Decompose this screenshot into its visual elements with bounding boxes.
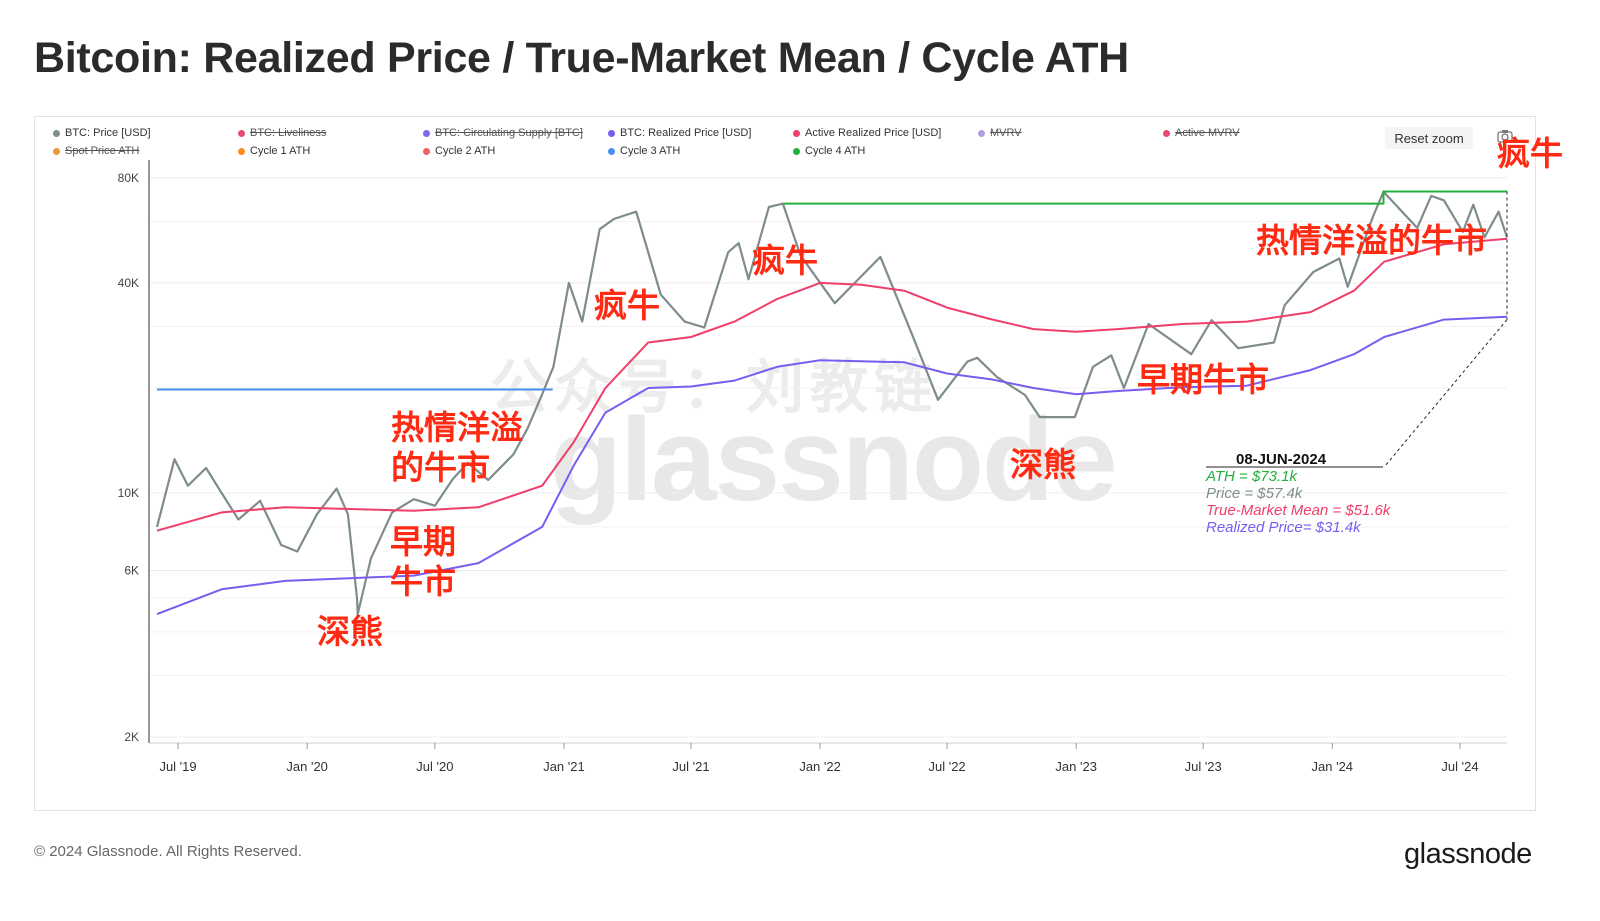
x-tick-label: Jan '22 [799,759,841,774]
annotation-crazy-bull-2021a: 疯牛 [594,286,660,325]
legend-item[interactable]: Spot Price ATH [53,145,139,157]
legend-marker [238,129,245,137]
y-tick-label: 6K [124,563,139,577]
annotation-deep-bear-2022: 深熊 [1010,445,1076,484]
legend-marker [793,147,800,155]
series-line [156,237,1508,532]
legend-marker [423,147,430,155]
series-line [156,315,1508,616]
legend-label: Cycle 4 ATH [805,145,866,157]
legend-label: Active Realized Price [USD] [805,127,942,139]
legend-label: BTC: Price [USD] [65,127,151,139]
x-tick-label: Jan '24 [1312,759,1354,774]
y-tick-label: 10K [118,486,139,500]
legend-marker [793,129,800,137]
x-tick-label: Jul '20 [416,759,453,774]
series-line [783,190,1507,205]
legend-item[interactable]: BTC: Liveliness [238,127,326,139]
x-tick-label: Jul '23 [1185,759,1222,774]
annotation-euphoric-bull-2020: 热情洋溢 的牛市 [391,408,523,487]
legend-marker [1163,129,1170,137]
legend-item[interactable]: Cycle 1 ATH [238,145,310,157]
y-tick-label: 2K [124,730,139,744]
legend-item[interactable]: BTC: Price [USD] [53,127,151,139]
tooltip-ath: ATH = $73.1k [1206,468,1298,485]
legend-marker [978,129,985,137]
legend-label: Cycle 3 ATH [620,145,681,157]
legend-label: Active MVRV [1175,127,1240,139]
legend-item[interactable]: BTC: Realized Price [USD] [608,127,751,139]
copyright: © 2024 Glassnode. All Rights Reserved. [34,843,302,860]
watermark-logo: glassnode [550,394,1118,526]
legend-label: BTC: Liveliness [250,127,327,139]
tooltip-realized-price: Realized Price= $31.4k [1206,519,1361,536]
tooltip-price: Price = $57.4k [1206,485,1303,502]
legend-item[interactable]: Cycle 2 ATH [423,145,495,157]
legend-item[interactable]: BTC: Circulating Supply [BTC] [423,127,583,139]
x-tick-label: Jul '24 [1441,759,1478,774]
annotation-deep-bear-2020: 深熊 [317,612,383,651]
legend-marker [53,147,60,155]
legend-item[interactable]: Cycle 3 ATH [608,145,680,157]
legend-marker [423,129,430,137]
legend-label: BTC: Circulating Supply [BTC] [435,127,583,139]
legend-item[interactable]: Active MVRV [1163,127,1240,139]
legend-label: MVRV [990,127,1022,139]
chart-panel [34,116,1536,811]
y-tick-label: 80K [118,171,139,185]
legend-label: Cycle 1 ATH [250,145,311,157]
series-line [155,190,1509,616]
tooltip-true-market-mean: True-Market Mean = $51.6k [1206,502,1391,519]
brand-logo: glassnode [1404,838,1532,870]
tooltip-date: 08-JUN-2024 [1236,451,1327,468]
legend-item[interactable]: Active Realized Price [USD] [793,127,941,139]
legend-item[interactable]: Cycle 4 ATH [793,145,865,157]
annotation-early-bull-2023: 早期牛市 [1137,360,1269,399]
tooltip-connector [1384,319,1508,467]
legend-marker [53,129,60,137]
camera-icon[interactable] [1497,129,1513,148]
y-tick-label: 40K [118,276,139,290]
x-tick-label: Jan '20 [286,759,328,774]
legend-item[interactable]: MVRV [978,127,1022,139]
legend-label: BTC: Realized Price [USD] [620,127,752,139]
x-tick-label: Jan '23 [1055,759,1097,774]
x-tick-label: Jul '22 [928,759,965,774]
reset-zoom-button[interactable]: Reset zoom [1385,127,1473,149]
x-tick-label: Jul '19 [159,759,196,774]
annotation-early-bull-2020: 早期 牛市 [390,522,456,601]
legend-marker [238,147,245,155]
legend-label: Cycle 2 ATH [435,145,496,157]
x-tick-label: Jul '21 [672,759,709,774]
page-title: Bitcoin: Realized Price / True-Market Me… [34,34,1129,82]
annotation-crazy-bull-edge: 疯牛 [1497,134,1563,173]
legend-label: Spot Price ATH [65,145,140,157]
legend-marker [608,129,615,137]
annotation-crazy-bull-2021b: 疯牛 [752,241,818,280]
legend-marker [608,147,615,155]
annotation-euphoric-bull-2024: 热情洋溢的牛市 [1256,221,1487,260]
watermark-text: 公众号：刘教链 [490,353,939,421]
x-tick-label: Jan '21 [543,759,585,774]
